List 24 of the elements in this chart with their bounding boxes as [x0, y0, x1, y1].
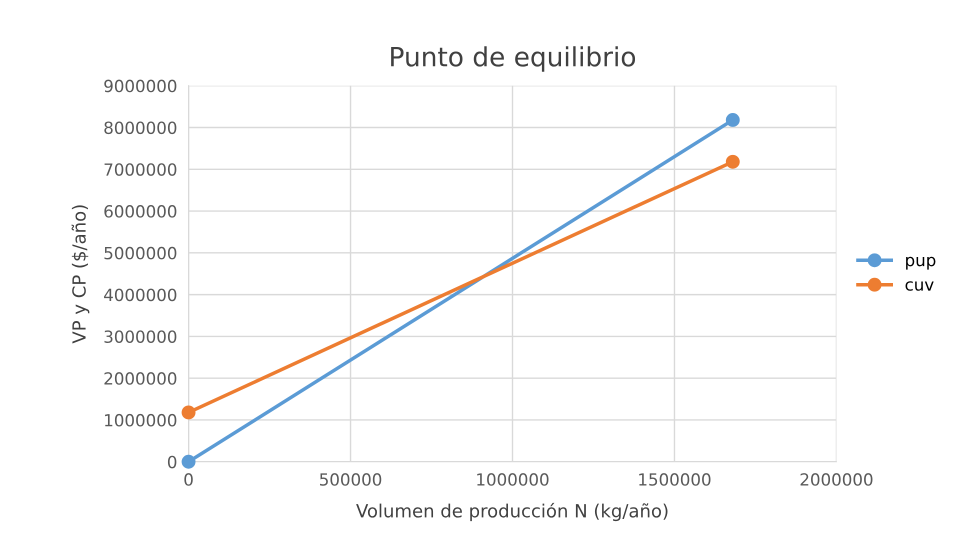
point	[182, 406, 196, 420]
x-tick-label: 500000	[320, 473, 382, 486]
y-tick-label: 4000000	[104, 288, 176, 302]
y-tick-label: 1000000	[105, 414, 176, 427]
y-axis-title: VP y CP ($/año)	[72, 205, 90, 344]
legend-label: cuv	[906, 281, 934, 291]
x-tick-label: 2000000	[800, 473, 872, 486]
point	[726, 154, 740, 169]
y-tick-label: 5000000	[104, 246, 176, 260]
point	[182, 454, 196, 469]
x-tick-label: 1000000	[477, 473, 549, 486]
y-tick-label: 6000000	[104, 205, 176, 218]
y-tick-label: 3000000	[104, 330, 176, 343]
x-tick-label: 1500000	[639, 473, 710, 486]
y-tick-label: 9000000	[104, 80, 176, 92]
point	[726, 113, 740, 127]
x-tick-label: 0	[184, 473, 193, 486]
y-tick-label: 0	[168, 456, 176, 468]
y-tick-label: 7000000	[104, 163, 176, 176]
y-tick-label: 8000000	[104, 121, 176, 134]
legend-label: pup	[906, 256, 936, 270]
y-tick-label: 2000000	[104, 372, 176, 385]
chart-title: Punto de equilibrio	[391, 46, 636, 72]
x-axis-title: Volumen de producción N (kg/año)	[356, 502, 668, 522]
